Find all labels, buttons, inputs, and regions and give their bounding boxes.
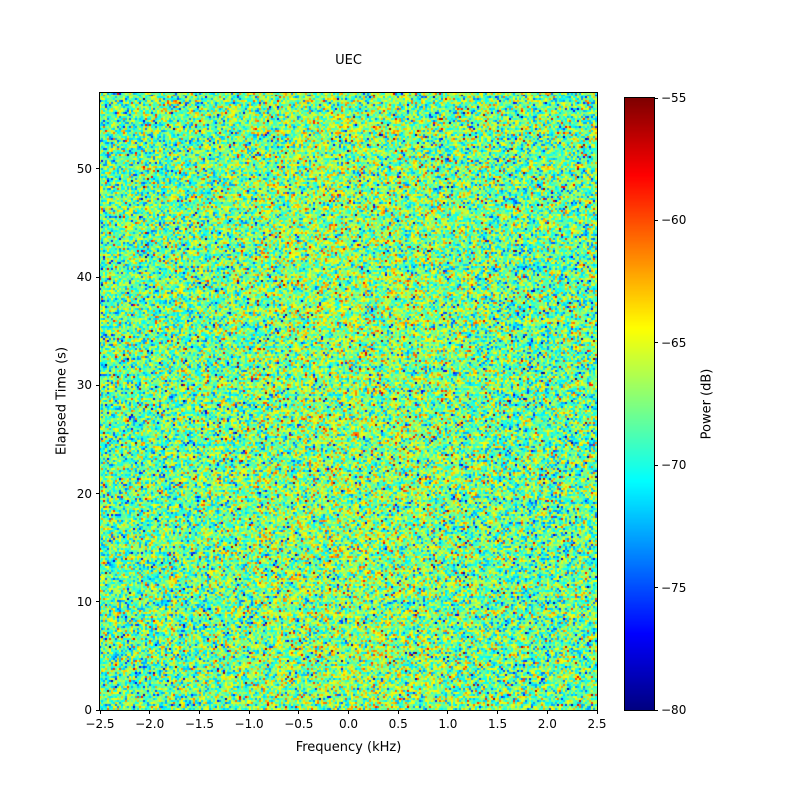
colorbar-tick-label: −55 <box>661 91 687 105</box>
y-axis-label: Elapsed Time (s) <box>54 346 70 456</box>
y-tick-label: 10 <box>76 594 92 609</box>
y-tick-mark <box>96 601 100 603</box>
x-tick-label: 0.5 <box>388 717 408 731</box>
colorbar-tick-mark <box>654 219 658 221</box>
x-tick-label: 2.0 <box>537 717 557 731</box>
colorbar-label: Power (dB) <box>699 368 715 440</box>
colorbar-tick-label: −80 <box>661 703 687 717</box>
y-tick-mark <box>96 709 100 711</box>
x-tick-label: 1.5 <box>488 717 508 731</box>
x-tick-mark <box>298 710 300 714</box>
y-tick-mark <box>96 168 100 170</box>
x-tick-mark <box>546 710 548 714</box>
x-tick-mark <box>248 710 250 714</box>
y-tick-label: 50 <box>76 161 92 176</box>
y-tick-mark <box>96 276 100 278</box>
colorbar-tick-mark <box>654 342 658 344</box>
x-tick-mark <box>348 710 349 714</box>
colorbar-tick-mark <box>654 464 658 466</box>
x-tick-mark <box>447 710 449 714</box>
x-tick-label: 1.0 <box>438 717 458 731</box>
x-tick-mark <box>497 710 499 714</box>
y-tick-label: 20 <box>76 486 92 501</box>
colorbar-tick-label: −65 <box>661 335 687 350</box>
colorbar-tick-mark <box>654 97 658 99</box>
x-tick-mark <box>99 710 101 714</box>
colorbar-tick-label: −75 <box>661 580 687 595</box>
x-tick-mark <box>596 710 598 714</box>
x-tick-mark <box>397 710 399 714</box>
spectrogram-heatmap <box>100 93 597 710</box>
colorbar-tick-mark <box>654 587 658 589</box>
x-tick-label: −1.0 <box>234 717 264 731</box>
x-tick-label: −0.5 <box>284 717 314 731</box>
colorbar-tick-label: −70 <box>661 458 687 473</box>
plot-title: UEC <box>335 53 362 68</box>
x-tick-label: −2.0 <box>135 717 165 731</box>
x-tick-label: −2.5 <box>85 717 115 731</box>
x-tick-label: 2.5 <box>587 717 607 731</box>
x-tick-label: −1.5 <box>184 717 214 731</box>
y-tick-label: 30 <box>76 378 92 393</box>
x-tick-label: 0.0 <box>338 717 359 731</box>
colorbar-tick-label: −60 <box>661 213 687 228</box>
y-tick-label: 0 <box>84 703 92 717</box>
y-tick-label: 40 <box>76 270 92 285</box>
colorbar-tick-mark <box>654 709 658 711</box>
x-tick-mark <box>198 710 200 714</box>
x-tick-mark <box>149 710 151 714</box>
y-tick-mark <box>96 493 100 494</box>
y-tick-mark <box>96 384 100 386</box>
x-axis-label: Frequency (kHz) <box>295 740 402 755</box>
colorbar-gradient <box>625 98 654 710</box>
